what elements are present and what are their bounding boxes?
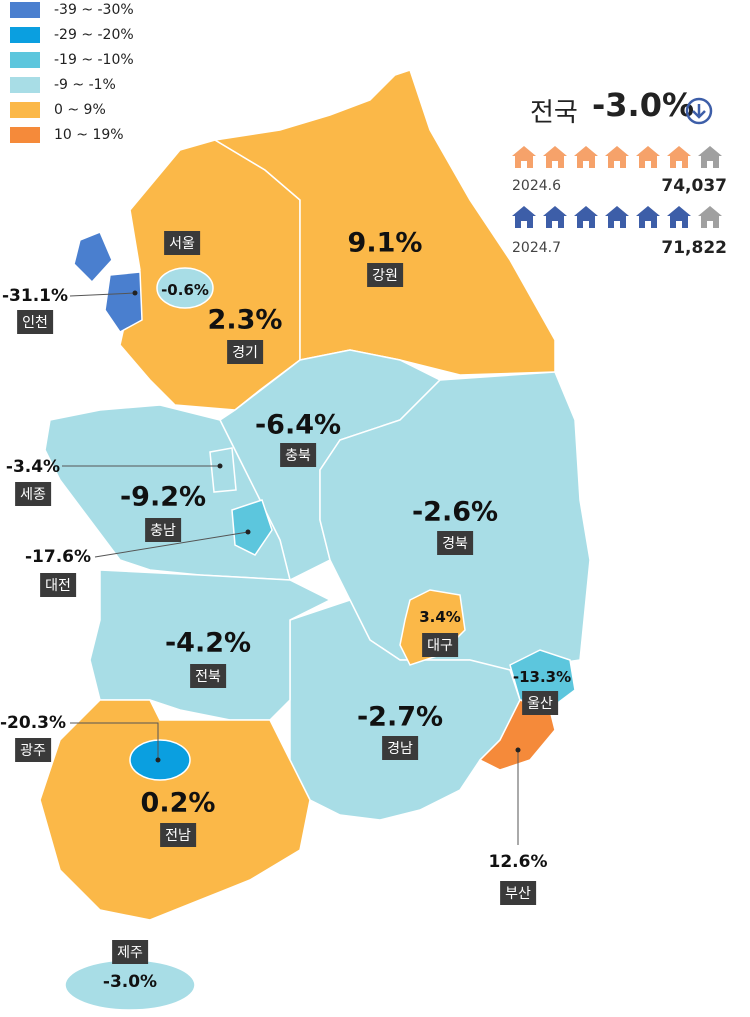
legend-swatch — [10, 52, 40, 68]
legend-item: -39 ~ -30% — [10, 2, 134, 18]
region-name: 전북 — [190, 664, 226, 688]
region-shape — [119, 139, 301, 411]
region-name: 대구 — [422, 633, 458, 657]
prev-date: 2024.6 — [512, 178, 561, 194]
region-value: 3.4% — [419, 608, 461, 626]
leader-line — [70, 722, 159, 760]
legend-item: 0 ~ 9% — [10, 102, 106, 118]
region-name: 충북 — [280, 443, 316, 467]
region-shape — [73, 231, 143, 333]
region-value: -9.2% — [119, 481, 207, 513]
region-name: 부산 — [500, 881, 536, 905]
house-icon — [636, 206, 660, 228]
region-name: 충남 — [145, 518, 181, 542]
region-shape — [212, 69, 556, 376]
legend-item: -19 ~ -10% — [10, 52, 134, 68]
legend-item: -29 ~ -20% — [10, 27, 134, 43]
region-value: -6.4% — [254, 409, 342, 441]
region-name: 전남 — [160, 823, 196, 847]
leader-dot — [132, 290, 138, 296]
house-icon — [605, 146, 629, 168]
prev-count: 74,037 — [661, 176, 727, 196]
curr-date: 2024.7 — [512, 240, 561, 256]
summary-value: -3.0% — [592, 86, 695, 124]
leader-dot — [515, 747, 521, 753]
region-name: 제주 — [112, 940, 148, 964]
region-name: 세종 — [15, 482, 51, 506]
house-icon — [574, 206, 598, 228]
region-shape — [156, 267, 214, 309]
region-name: 경북 — [437, 531, 473, 555]
region-value: 0.2% — [140, 787, 216, 819]
legend-label: 0 ~ 9% — [54, 102, 106, 118]
house-icon — [512, 206, 536, 228]
house-icon — [512, 146, 536, 168]
region-name: 경기 — [227, 340, 263, 364]
region-name: 서울 — [164, 231, 200, 255]
region-name: 인천 — [17, 310, 53, 334]
region-shape — [64, 959, 196, 1011]
leader-line — [69, 292, 136, 297]
region-value: -20.3% — [0, 713, 67, 733]
region-value: 2.3% — [207, 304, 283, 336]
house-icon — [667, 146, 691, 168]
region-name: 강원 — [367, 263, 403, 287]
region-name: 광주 — [15, 738, 51, 762]
region-value: 12.6% — [488, 852, 548, 872]
legend-label: -19 ~ -10% — [54, 52, 134, 68]
house-icon — [574, 146, 598, 168]
region-name: 대전 — [40, 573, 76, 597]
legend-label: -39 ~ -30% — [54, 2, 134, 18]
house-icon — [636, 146, 660, 168]
region-value: -2.7% — [356, 701, 444, 733]
legend-label: -9 ~ -1% — [54, 77, 116, 93]
region-value: -2.6% — [411, 496, 499, 528]
summary-label: 전국 — [530, 98, 578, 128]
leader-line — [94, 531, 249, 558]
region-value: -31.1% — [1, 286, 69, 306]
region-value: -3.4% — [5, 457, 61, 477]
legend-label: -29 ~ -20% — [54, 27, 134, 43]
region-shape — [209, 447, 237, 493]
region-value: -17.6% — [24, 547, 92, 567]
legend-swatch — [10, 2, 40, 18]
region-value: 9.1% — [347, 227, 423, 259]
region-value: -0.6% — [161, 281, 209, 299]
legend-swatch — [10, 102, 40, 118]
region-name: 경남 — [382, 736, 418, 760]
legend-item: 10 ~ 19% — [10, 127, 124, 143]
house-icon — [543, 146, 567, 168]
region-value: -4.2% — [164, 627, 252, 659]
curr-count: 71,822 — [661, 238, 727, 258]
legend-swatch — [10, 27, 40, 43]
region-value: -3.0% — [102, 972, 158, 992]
legend-swatch — [10, 77, 40, 93]
legend-label: 10 ~ 19% — [54, 127, 124, 143]
down-icon — [685, 97, 713, 125]
region-shape — [231, 499, 273, 556]
leader-dot — [217, 463, 223, 469]
leader-dot — [245, 529, 251, 535]
region-value: -13.3% — [512, 668, 572, 686]
region-shape — [39, 699, 311, 921]
leader-dot — [155, 757, 161, 763]
legend-item: -9 ~ -1% — [10, 77, 116, 93]
house-icon — [605, 206, 629, 228]
house-icon — [667, 206, 691, 228]
legend-swatch — [10, 127, 40, 143]
region-name: 울산 — [522, 691, 558, 715]
house-icon — [543, 206, 567, 228]
house-icon — [698, 146, 722, 168]
house-icon — [698, 206, 722, 228]
